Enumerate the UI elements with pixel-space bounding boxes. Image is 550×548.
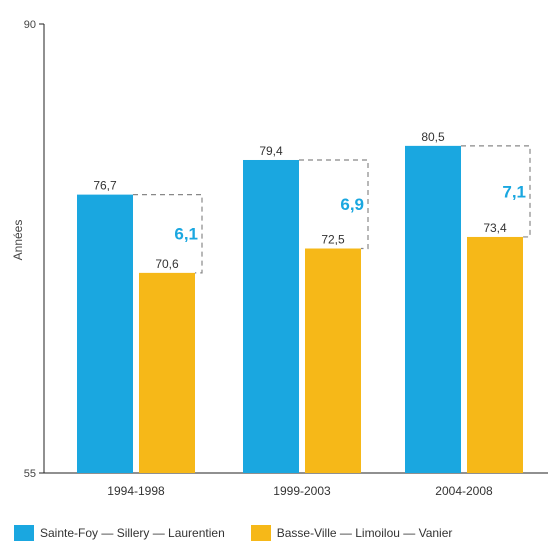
legend-label-series-1: Sainte-Foy — Sillery — Laurentien <box>40 526 225 540</box>
data-label-series-2: 70,6 <box>155 257 179 271</box>
difference-label: 6,9 <box>340 195 364 214</box>
x-tick-label: 1994-1998 <box>107 484 165 498</box>
data-label-series-2: 73,4 <box>483 221 507 235</box>
data-label-series-1: 76,7 <box>93 179 117 193</box>
bar-series-1 <box>77 194 133 473</box>
bar-chart: 55 90 Années 76,7 70,6 6,1 1994-1998 79,4 72,5 6,… <box>11 19 548 498</box>
bar-series-1 <box>243 159 299 474</box>
bar-series-1 <box>405 145 461 473</box>
data-label-series-1: 80,5 <box>421 130 445 144</box>
x-tick-label: 1999-2003 <box>273 484 331 498</box>
y-tick-label: 55 <box>24 468 36 480</box>
difference-bracket <box>133 194 203 274</box>
bar-series-2 <box>139 272 195 473</box>
x-tick-label: 2004-2008 <box>435 484 493 498</box>
difference-label: 6,1 <box>174 225 198 244</box>
difference-label: 7,1 <box>502 182 526 201</box>
legend-item-series-1: Sainte-Foy — Sillery — Laurentien <box>14 525 225 541</box>
legend-swatch-series-2 <box>250 525 271 541</box>
data-label-series-1: 79,4 <box>259 144 283 158</box>
legend: Sainte-Foy — Sillery — Laurentien Basse-… <box>14 525 478 541</box>
difference-bracket <box>461 145 531 238</box>
legend-item-series-2: Basse-Ville — Limoilou — Vanier <box>250 525 453 541</box>
y-axis-label: Années <box>11 220 25 261</box>
legend-label-series-2: Basse-Ville — Limoilou — Vanier <box>276 526 453 540</box>
data-label-series-2: 72,5 <box>321 233 345 247</box>
legend-swatch-series-1 <box>14 525 34 541</box>
bar-series-2 <box>467 236 523 473</box>
bar-series-2 <box>305 248 361 473</box>
y-tick-label: 90 <box>24 19 36 31</box>
